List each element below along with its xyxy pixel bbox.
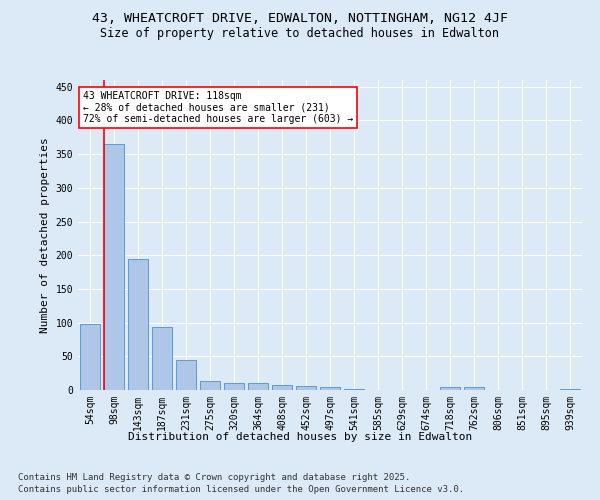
Bar bbox=[320, 386, 340, 390]
Bar bbox=[224, 384, 244, 390]
Bar bbox=[80, 324, 100, 390]
Bar bbox=[296, 386, 316, 390]
Bar bbox=[272, 384, 292, 390]
Text: Contains HM Land Registry data © Crown copyright and database right 2025.: Contains HM Land Registry data © Crown c… bbox=[18, 472, 410, 482]
Bar bbox=[440, 388, 460, 390]
Text: 43 WHEATCROFT DRIVE: 118sqm
← 28% of detached houses are smaller (231)
72% of se: 43 WHEATCROFT DRIVE: 118sqm ← 28% of det… bbox=[83, 91, 353, 124]
Bar bbox=[152, 328, 172, 390]
Text: Size of property relative to detached houses in Edwalton: Size of property relative to detached ho… bbox=[101, 28, 499, 40]
Bar bbox=[248, 384, 268, 390]
Bar bbox=[200, 381, 220, 390]
Bar bbox=[464, 386, 484, 390]
Y-axis label: Number of detached properties: Number of detached properties bbox=[40, 137, 50, 333]
Bar bbox=[104, 144, 124, 390]
Text: 43, WHEATCROFT DRIVE, EDWALTON, NOTTINGHAM, NG12 4JF: 43, WHEATCROFT DRIVE, EDWALTON, NOTTINGH… bbox=[92, 12, 508, 26]
Bar bbox=[128, 258, 148, 390]
Text: Distribution of detached houses by size in Edwalton: Distribution of detached houses by size … bbox=[128, 432, 472, 442]
Text: Contains public sector information licensed under the Open Government Licence v3: Contains public sector information licen… bbox=[18, 485, 464, 494]
Bar bbox=[176, 360, 196, 390]
